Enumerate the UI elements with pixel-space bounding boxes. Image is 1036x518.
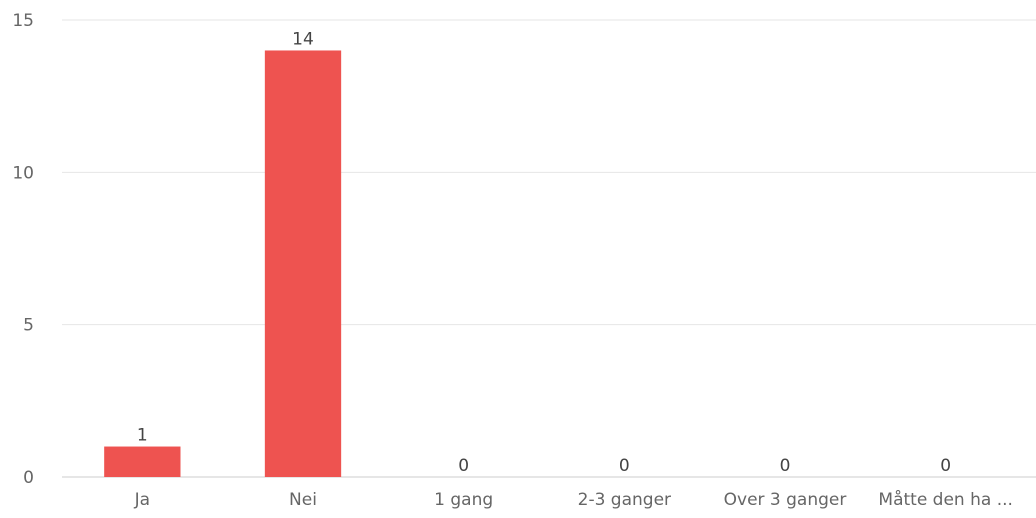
data-labels: 1 14 0 0 0 0 (137, 29, 951, 476)
y-tick-label: 0 (23, 468, 34, 488)
y-axis-ticks: 0 5 10 15 (12, 11, 34, 488)
x-axis-ticks: Ja Nei 1 gang 2-3 ganger Over 3 ganger Måtte … (134, 489, 1013, 510)
x-tick-label: 2-3 ganger (578, 490, 671, 510)
x-tick-label: 1 gang (434, 490, 493, 510)
bar (264, 50, 342, 477)
gridlines (62, 19, 1036, 478)
bar (104, 446, 181, 477)
data-label: 1 (137, 426, 148, 446)
data-label: 0 (458, 456, 469, 476)
data-label: 14 (292, 29, 314, 49)
y-tick-label: 10 (12, 163, 34, 183)
bars (104, 50, 342, 477)
data-label: 0 (940, 456, 951, 476)
y-tick-label: 15 (12, 11, 34, 31)
y-tick-label: 5 (23, 316, 34, 336)
x-tick-label: Ja (134, 490, 150, 510)
x-tick-label: Måtte den ha ... (878, 489, 1013, 510)
data-label: 0 (619, 456, 630, 476)
data-label: 0 (780, 456, 791, 476)
x-tick-label: Over 3 ganger (724, 490, 847, 510)
x-tick-label: Nei (289, 490, 317, 510)
